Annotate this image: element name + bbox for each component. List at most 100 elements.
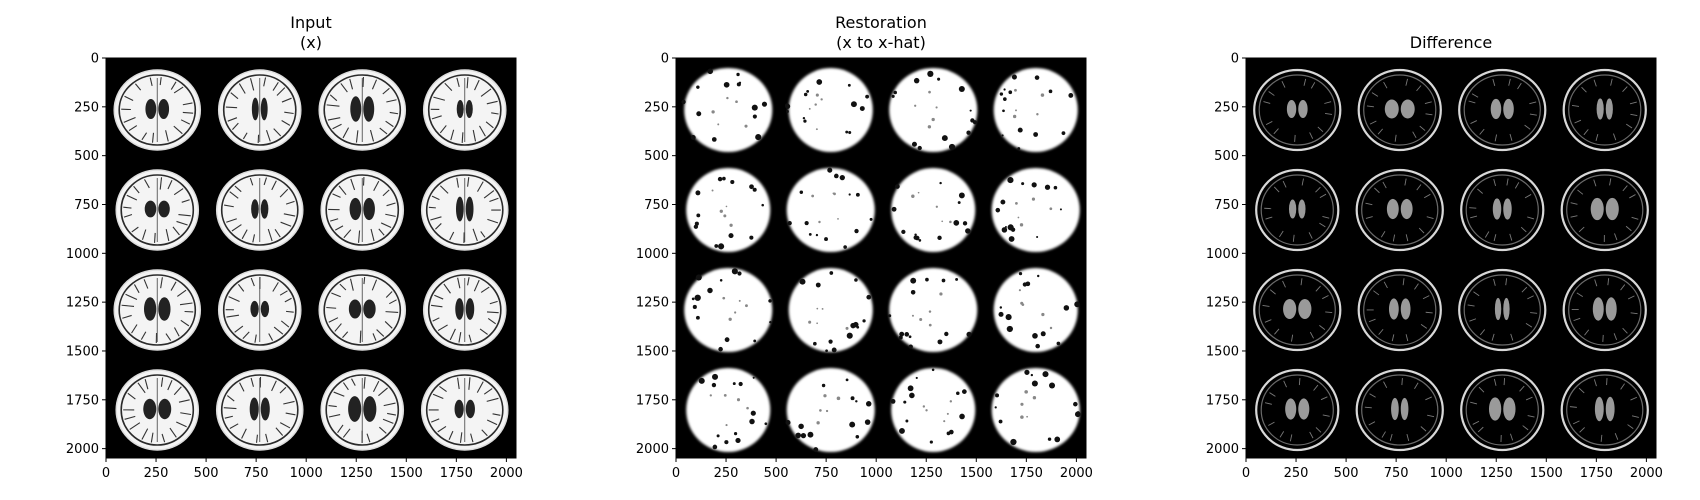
brain-slice [991, 168, 1080, 252]
brain-slice [1253, 68, 1342, 152]
residual-sulcus [1578, 387, 1585, 394]
sulcus [167, 380, 173, 391]
residual-sulcus [1470, 215, 1478, 219]
sulcus [432, 393, 444, 400]
artifact-speck [831, 347, 837, 353]
brain-slice [318, 69, 407, 151]
brain-slice [420, 169, 509, 251]
residual-sulcus [1613, 133, 1617, 141]
artifact-speck [749, 235, 754, 240]
x-tick-label: 1500 [960, 466, 993, 481]
artifact-speck [893, 90, 897, 95]
sulcus [437, 425, 447, 433]
residual-sulcus [1300, 278, 1303, 286]
x-tick-label: 1750 [440, 466, 473, 481]
x-tick-label: 250 [144, 466, 169, 481]
y-tick-label: 750 [644, 198, 669, 213]
y-tick-label: 1000 [1206, 247, 1239, 262]
residual-sulcus [1303, 78, 1307, 86]
residual-sulcus [1263, 101, 1271, 104]
ventricle-left [349, 197, 362, 221]
artifact-speck [1042, 371, 1049, 378]
brain-slice [215, 369, 304, 451]
brain-slice [1255, 368, 1340, 452]
sulcus [242, 132, 248, 140]
residual-sulcus [1424, 101, 1432, 105]
sulcus [342, 331, 349, 338]
artifact-dot [1020, 402, 1024, 406]
artifact-speck [755, 134, 762, 141]
artifact-dot [711, 189, 714, 192]
artifact-dot [814, 103, 817, 106]
artifact-dot [825, 409, 829, 413]
ventricle-right [465, 298, 475, 320]
artifact-speck [904, 332, 910, 337]
artifact-speck [1005, 314, 1012, 321]
artifact-dot [816, 322, 818, 325]
artifact-speck [908, 335, 912, 339]
y-tick-label: 2000 [1206, 442, 1239, 457]
sulcus [133, 185, 140, 194]
artifact-speck [1001, 134, 1004, 137]
sulcus [486, 100, 498, 105]
restored-blob [991, 368, 1080, 452]
sulcus [477, 181, 484, 192]
sulcus [180, 319, 190, 327]
brain-slice [320, 369, 405, 451]
x-ticks-restoration: 0 250 500 750 1000 1250 1500 1750 2000 [672, 458, 1093, 481]
residual-sulcus [1595, 133, 1599, 141]
artifact-speck [798, 423, 804, 430]
sulcus [281, 97, 292, 103]
restored-blob [788, 68, 873, 152]
artifact-speck [695, 315, 700, 320]
residual-sulcus [1282, 280, 1286, 288]
x-tick-label: 1250 [910, 466, 943, 481]
artifact-dot [1049, 207, 1053, 211]
artifact-speck [1031, 380, 1038, 387]
image-content-difference [1253, 68, 1649, 452]
residual-sulcus [1493, 234, 1497, 242]
residual-sulcus [1508, 78, 1511, 86]
artifact-dot [832, 192, 835, 195]
artifact-speck [891, 206, 897, 212]
sulcus [474, 79, 480, 91]
sulcus [338, 185, 347, 196]
artifact-speck [690, 135, 696, 141]
sulcus [123, 117, 136, 123]
residual-sulcus [1281, 81, 1286, 88]
sulcus [176, 220, 188, 226]
brain-slice [1562, 68, 1647, 152]
artifact-dot [717, 123, 720, 126]
sulcus [326, 104, 340, 107]
x-tick-label: 2000 [490, 466, 523, 481]
residual-sulcus [1394, 134, 1397, 142]
edge-ring-outer [1458, 68, 1547, 152]
brain-slice [113, 69, 202, 151]
sulcus [383, 402, 396, 407]
sulcus [223, 407, 237, 410]
sulcus [431, 195, 440, 201]
sulcus [263, 177, 268, 186]
artifact-speck [865, 401, 872, 407]
artifact-speck [802, 116, 806, 120]
ventricle-diff-right [1503, 98, 1514, 120]
brain-slice [993, 268, 1081, 352]
panel-difference: 0 250 500 750 1000 1250 1500 1750 2000 0 250 500 75… [1206, 52, 1663, 482]
sulcus [178, 399, 190, 403]
residual-sulcus [1470, 401, 1478, 405]
artifact-dot [738, 299, 741, 302]
sulcus [231, 224, 242, 232]
restored-blob [684, 268, 773, 352]
restored-blob [891, 168, 976, 252]
artifact-dot [928, 323, 932, 327]
residual-sulcus [1324, 101, 1332, 104]
residual-sulcus [1510, 333, 1514, 341]
residual-sulcus [1571, 104, 1580, 107]
brain-boundary [220, 374, 299, 446]
residual-sulcus [1627, 424, 1634, 430]
artifact-speck [694, 294, 701, 301]
sulcus [487, 218, 499, 224]
brain-slice [1357, 268, 1442, 352]
edge-ring-inner [1568, 274, 1642, 346]
brain-slice [420, 369, 509, 451]
